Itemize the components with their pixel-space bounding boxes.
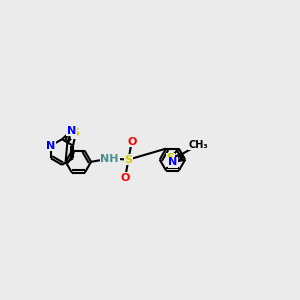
- Text: NH: NH: [100, 154, 119, 164]
- Text: S: S: [124, 154, 132, 165]
- Text: O: O: [127, 136, 136, 147]
- Text: O: O: [121, 173, 130, 183]
- Text: N: N: [168, 157, 177, 167]
- Text: S: S: [166, 153, 174, 163]
- Text: N: N: [67, 126, 76, 136]
- Text: N: N: [46, 141, 56, 151]
- Text: CH₃: CH₃: [189, 140, 208, 150]
- Text: S: S: [72, 128, 80, 138]
